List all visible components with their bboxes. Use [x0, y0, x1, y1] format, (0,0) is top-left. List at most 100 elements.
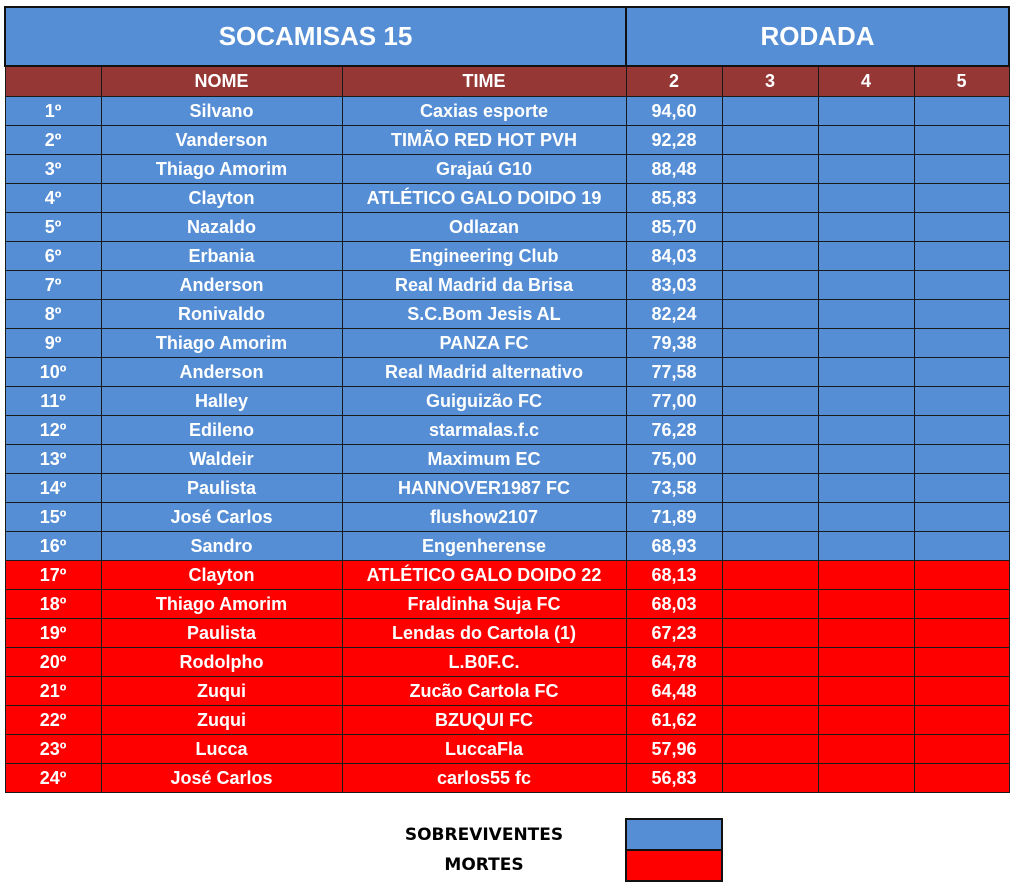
team-name: Maximum EC [341, 444, 627, 474]
round-4-score [817, 560, 915, 590]
round-5-score [913, 183, 1010, 213]
round-5-score [913, 676, 1010, 706]
round-4-score [817, 212, 915, 242]
table-row: 6º Erbania Engineering Club 84,03 [4, 241, 1010, 271]
player-name: Waldeir [100, 444, 343, 474]
position: 19º [4, 618, 102, 648]
table-row: 2º Vanderson TIMÃO RED HOT PVH 92,28 [4, 125, 1010, 155]
round-4-score [817, 357, 915, 387]
player-name: Anderson [100, 357, 343, 387]
round-5-score [913, 763, 1010, 793]
table-row: 10º Anderson Real Madrid alternativo 77,58 [4, 357, 1010, 387]
round-4-score [817, 734, 915, 764]
table-row: 11º Halley Guiguizão FC 77,00 [4, 386, 1010, 416]
player-name: Anderson [100, 270, 343, 300]
round-3-score [721, 328, 819, 358]
round-2-score: 79,38 [625, 328, 723, 358]
round-3-score [721, 444, 819, 474]
round-5-score [913, 589, 1010, 619]
round-2-score: 67,23 [625, 618, 723, 648]
team-name: TIMÃO RED HOT PVH [341, 125, 627, 155]
round-3-score [721, 502, 819, 532]
round-2-score: 68,03 [625, 589, 723, 619]
round-5-score [913, 560, 1010, 590]
round-5-score [913, 618, 1010, 648]
player-name: Clayton [100, 560, 343, 590]
position: 24º [4, 763, 102, 793]
player-name: Nazaldo [100, 212, 343, 242]
round-5-score [913, 734, 1010, 764]
round-2-score: 75,00 [625, 444, 723, 474]
round-2-score: 57,96 [625, 734, 723, 764]
table-row: 8º Ronivaldo S.C.Bom Jesis AL 82,24 [4, 299, 1010, 329]
round-4-score [817, 183, 915, 213]
round-2-score: 68,13 [625, 560, 723, 590]
round-4-score [817, 444, 915, 474]
position: 12º [4, 415, 102, 445]
team-name: ATLÉTICO GALO DOIDO 22 [341, 560, 627, 590]
position: 10º [4, 357, 102, 387]
position: 1º [4, 96, 102, 126]
header-position [4, 65, 102, 97]
round-2-score: 76,28 [625, 415, 723, 445]
round-5-score [913, 705, 1010, 735]
round-5-score [913, 299, 1010, 329]
round-3-score [721, 531, 819, 561]
table-row: 5º Nazaldo Odlazan 85,70 [4, 212, 1010, 242]
team-name: ATLÉTICO GALO DOIDO 19 [341, 183, 627, 213]
position: 4º [4, 183, 102, 213]
round-4-score [817, 763, 915, 793]
rodada-header: RODADA [625, 6, 1010, 67]
round-2-score: 64,48 [625, 676, 723, 706]
round-3-score [721, 96, 819, 126]
legend-survivors-swatch [625, 818, 723, 851]
position: 20º [4, 647, 102, 677]
legend-deaths-label: MORTES [444, 855, 524, 875]
round-3-score [721, 705, 819, 735]
player-name: Zuqui [100, 705, 343, 735]
position: 6º [4, 241, 102, 271]
team-name: Real Madrid alternativo [341, 357, 627, 387]
round-3-score [721, 125, 819, 155]
legend-deaths-swatch [625, 849, 723, 882]
round-3-score [721, 299, 819, 329]
position: 23º [4, 734, 102, 764]
player-name: José Carlos [100, 502, 343, 532]
team-name: PANZA FC [341, 328, 627, 358]
player-name: Paulista [100, 473, 343, 503]
player-name: Thiago Amorim [100, 154, 343, 184]
team-name: Caxias esporte [341, 96, 627, 126]
round-2-score: 73,58 [625, 473, 723, 503]
position: 14º [4, 473, 102, 503]
player-name: Erbania [100, 241, 343, 271]
team-name: Odlazan [341, 212, 627, 242]
round-3-score [721, 560, 819, 590]
round-4-score [817, 705, 915, 735]
round-3-score [721, 763, 819, 793]
round-2-score: 77,00 [625, 386, 723, 416]
header-round-3: 3 [721, 65, 819, 97]
round-5-score [913, 444, 1010, 474]
player-name: Sandro [100, 531, 343, 561]
player-name: Lucca [100, 734, 343, 764]
player-name: Thiago Amorim [100, 589, 343, 619]
round-2-score: 85,83 [625, 183, 723, 213]
position: 7º [4, 270, 102, 300]
round-4-score [817, 328, 915, 358]
round-3-score [721, 270, 819, 300]
position: 22º [4, 705, 102, 735]
table-row: 7º Anderson Real Madrid da Brisa 83,03 [4, 270, 1010, 300]
player-name: Thiago Amorim [100, 328, 343, 358]
position: 16º [4, 531, 102, 561]
team-name: flushow2107 [341, 502, 627, 532]
page-title: SOCAMISAS 15 [4, 6, 627, 67]
round-4-score [817, 241, 915, 271]
round-4-score [817, 589, 915, 619]
round-3-score [721, 212, 819, 242]
round-3-score [721, 647, 819, 677]
round-5-score [913, 125, 1010, 155]
header-round-5: 5 [913, 65, 1010, 97]
table-row: 14º Paulista HANNOVER1987 FC 73,58 [4, 473, 1010, 503]
round-5-score [913, 212, 1010, 242]
position: 5º [4, 212, 102, 242]
